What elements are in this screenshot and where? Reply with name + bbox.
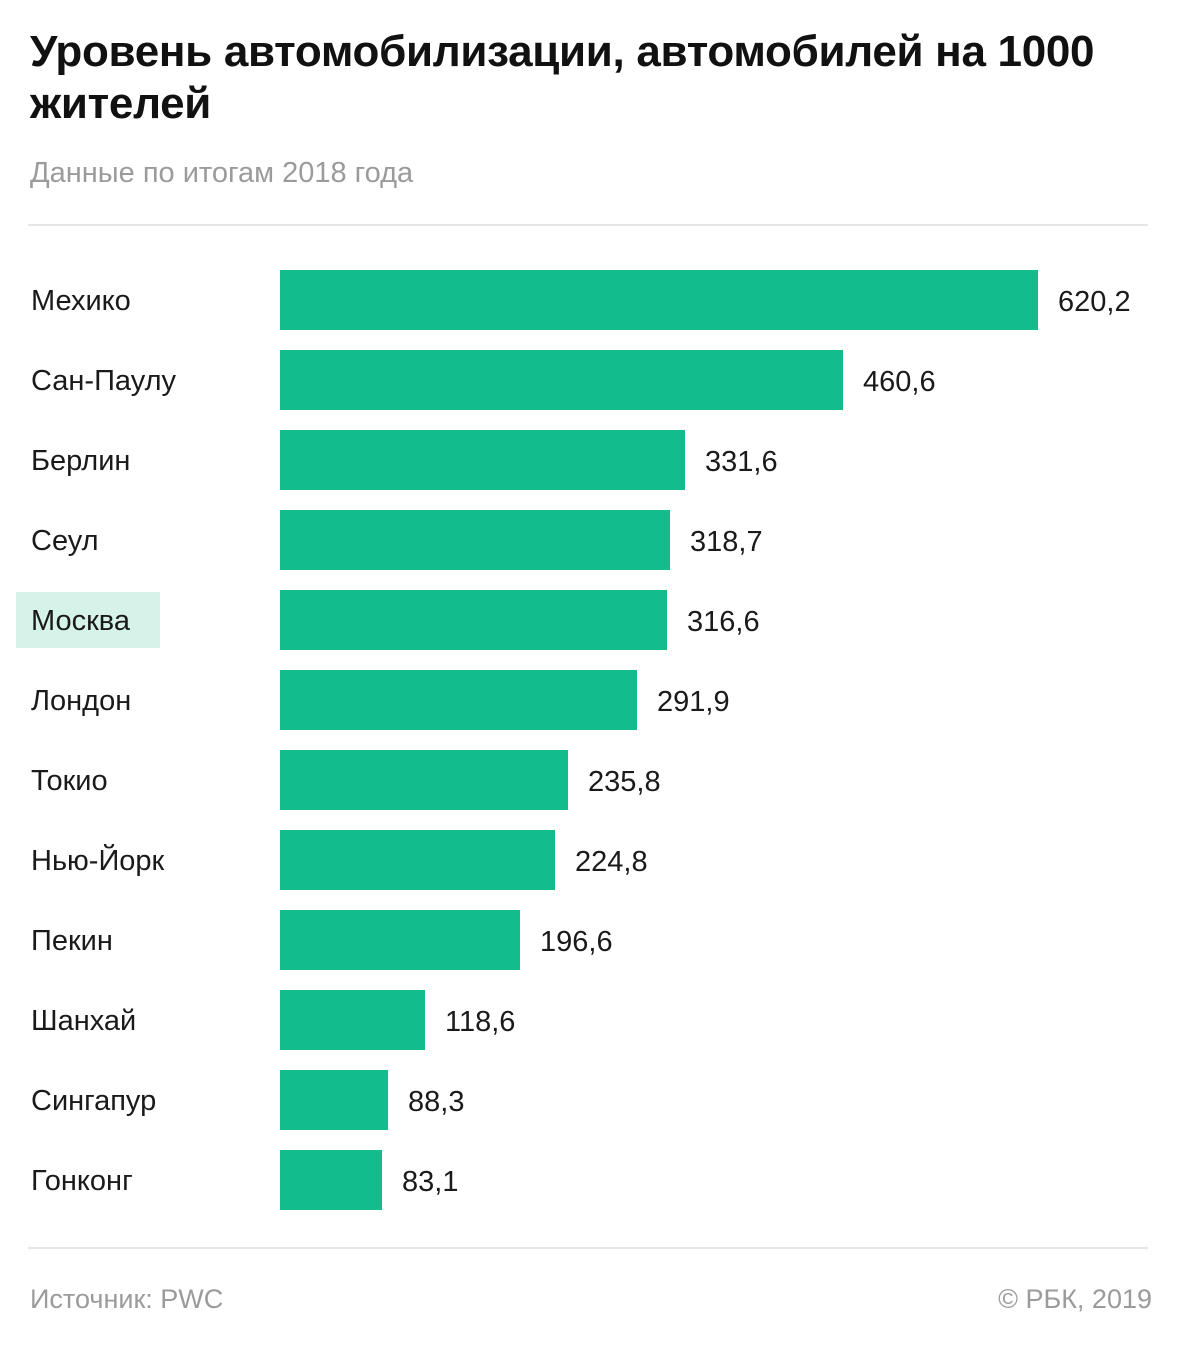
chart-row: Шанхай 118,6: [31, 990, 515, 1050]
value-label: 224,8: [575, 846, 648, 878]
copyright-note: © РБК, 2019: [998, 1284, 1152, 1314]
bar: [280, 910, 520, 970]
category-label: Сингапур: [31, 1085, 156, 1117]
chart-row: Мехико 620,2: [31, 270, 1131, 330]
category-label: Мехико: [31, 285, 131, 317]
bar: [280, 590, 667, 650]
bar: [280, 990, 425, 1050]
chart-row: Москва 316,6: [16, 590, 760, 650]
chart-row: Токио 235,8: [31, 750, 661, 810]
bar: [280, 1150, 382, 1210]
bar: [280, 670, 637, 730]
category-label: Гонконг: [31, 1165, 133, 1197]
bar: [280, 350, 843, 410]
category-label: Сан-Паулу: [31, 365, 177, 397]
chart-row: Сингапур 88,3: [31, 1070, 464, 1130]
value-label: 620,2: [1058, 286, 1131, 318]
bar: [280, 830, 555, 890]
chart-subtitle: Данные по итогам 2018 года: [30, 157, 414, 189]
bottom-divider: [28, 1247, 1148, 1249]
value-label: 196,6: [540, 926, 613, 958]
value-label: 316,6: [687, 606, 760, 638]
value-label: 83,1: [402, 1166, 458, 1198]
category-label: Шанхай: [31, 1005, 136, 1037]
bar-chart: Мехико 620,2 Сан-Паулу 460,6 Берлин 331,6 Сеул…: [16, 270, 1131, 1210]
chart-row: Лондон 291,9: [31, 670, 730, 730]
bar: [280, 430, 685, 490]
bar: [280, 510, 670, 570]
category-label: Лондон: [31, 685, 131, 717]
top-divider: [28, 224, 1148, 226]
category-highlight: [16, 592, 160, 648]
category-label: Москва: [31, 605, 131, 637]
value-label: 118,6: [445, 1006, 515, 1038]
chart-row: Сеул 318,7: [31, 510, 763, 570]
chart-row: Гонконг 83,1: [31, 1150, 458, 1210]
chart-title: Уровень автомобилизации, автомобилей на …: [30, 27, 1095, 128]
value-label: 331,6: [705, 446, 778, 478]
category-label: Сеул: [31, 525, 99, 557]
chart-row: Берлин 331,6: [31, 430, 778, 490]
category-label: Пекин: [31, 925, 113, 957]
bar: [280, 750, 568, 810]
category-label: Берлин: [31, 445, 130, 477]
category-label: Нью-Йорк: [31, 843, 165, 877]
category-label: Токио: [31, 765, 108, 797]
chart-row: Сан-Паулу 460,6: [31, 350, 936, 410]
chart-row: Пекин 196,6: [31, 910, 613, 970]
value-label: 318,7: [690, 526, 763, 558]
source-note: Источник: PWC: [30, 1284, 224, 1314]
value-label: 291,9: [657, 686, 730, 718]
chart-row: Нью-Йорк 224,8: [31, 830, 648, 890]
value-label: 460,6: [863, 366, 936, 398]
value-label: 88,3: [408, 1086, 464, 1118]
value-label: 235,8: [588, 766, 661, 798]
bar: [280, 270, 1038, 330]
bar: [280, 1070, 388, 1130]
